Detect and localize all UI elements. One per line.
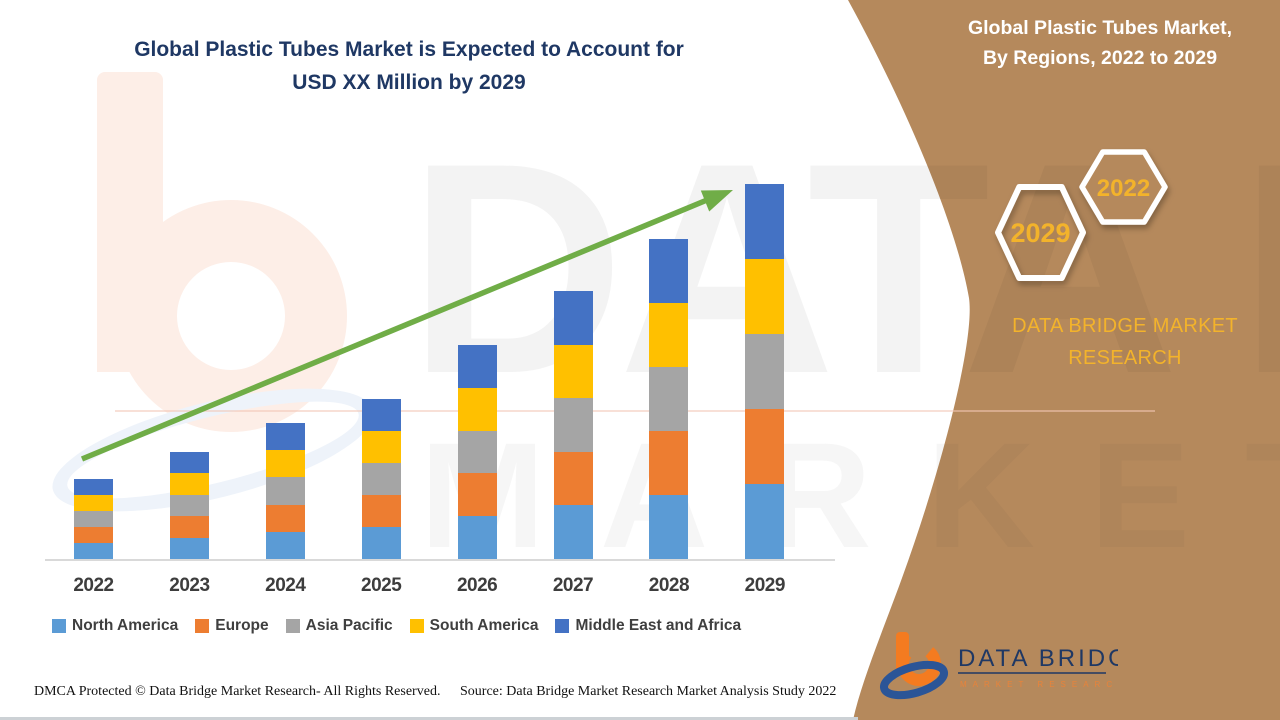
chart-title-line2: USD XX Million by 2029 bbox=[292, 70, 526, 94]
x-axis-label-2025: 2025 bbox=[361, 575, 402, 596]
footer-dmca-text: DMCA Protected © Data Bridge Market Rese… bbox=[34, 684, 441, 699]
legend-label: Europe bbox=[215, 617, 269, 634]
legend-item-asia-pacific: Asia Pacific bbox=[285, 617, 393, 635]
bar-segment-south-america bbox=[553, 344, 593, 399]
sidebar-brand-text: DATA BRIDGE MARKET RESEARCH bbox=[955, 310, 1280, 374]
chart-title: Global Plastic Tubes Market is Expected … bbox=[40, 34, 778, 99]
bar-segment-asia-pacific bbox=[457, 430, 497, 474]
legend-swatch-icon bbox=[285, 619, 300, 633]
legend-item-europe: Europe bbox=[195, 617, 269, 635]
bar-segment-asia-pacific bbox=[649, 367, 689, 431]
x-axis-label-2028: 2028 bbox=[648, 575, 690, 596]
bar-segment-north-america bbox=[169, 537, 209, 559]
bar-2027 bbox=[553, 291, 593, 559]
x-axis-label-2027: 2027 bbox=[552, 575, 594, 596]
sidebar-heading-line2: By Regions, 2022 to 2029 bbox=[982, 47, 1218, 70]
legend-swatch-icon bbox=[409, 619, 424, 633]
x-axis-label-2022: 2022 bbox=[73, 575, 114, 596]
legend-swatch-icon bbox=[195, 619, 210, 633]
legend-label: Middle East and Africa bbox=[575, 617, 742, 634]
bar-segment-north-america bbox=[553, 505, 593, 559]
bar-segment-europe bbox=[169, 516, 209, 538]
hexagon-2022-label: 2022 bbox=[1097, 175, 1150, 202]
bar-segment-europe bbox=[553, 451, 593, 506]
bar-segment-south-america bbox=[169, 473, 209, 495]
bar-segment-north-america bbox=[74, 543, 113, 559]
bar-segment-europe bbox=[457, 473, 497, 517]
year-hexagons: 2029 2022 bbox=[995, 149, 1168, 281]
bar-segment-europe bbox=[745, 409, 785, 484]
legend-item-south-america: South America bbox=[409, 617, 539, 635]
logo-name: DATA BRIDGE bbox=[958, 645, 1118, 672]
bar-segment-south-america bbox=[745, 259, 785, 334]
bar-segment-europe bbox=[265, 504, 305, 532]
bar-2028 bbox=[649, 239, 689, 559]
logo-b-bowl-icon bbox=[897, 642, 941, 686]
bar-segment-south-america bbox=[74, 495, 113, 511]
bar-segment-europe bbox=[361, 495, 401, 527]
bar-segment-middle-east-and-africa bbox=[457, 345, 497, 388]
bar-segment-europe bbox=[649, 431, 689, 495]
x-axis-label-2024: 2024 bbox=[265, 575, 306, 596]
sidebar-brand-line2: RESEARCH bbox=[1068, 347, 1182, 369]
legend-label: South America bbox=[429, 617, 539, 634]
legend-swatch-icon bbox=[52, 619, 66, 633]
hexagon-2029 bbox=[995, 184, 1086, 281]
legend-label: Asia Pacific bbox=[305, 617, 393, 634]
x-axis-label-2023: 2023 bbox=[169, 575, 210, 596]
bar-segment-north-america bbox=[361, 527, 401, 559]
hexagon-2029-label: 2029 bbox=[1010, 218, 1070, 248]
bar-segment-north-america bbox=[745, 484, 785, 559]
chart-legend: North America Europe Asia Pacific South Ame… bbox=[52, 617, 741, 635]
bar-segment-middle-east-and-africa bbox=[361, 399, 401, 431]
sidebar-heading: Global Plastic Tubes Market, By Regions,… bbox=[930, 13, 1270, 73]
bar-segment-south-america bbox=[265, 450, 305, 478]
sidebar-brand-line1: DATA BRIDGE MARKET bbox=[1012, 315, 1238, 337]
bar-2025 bbox=[361, 399, 401, 559]
x-axis-line bbox=[45, 559, 835, 561]
sidebar-heading-line1: Global Plastic Tubes Market, bbox=[967, 17, 1233, 39]
logo-tagline: MARKET RESEARCH bbox=[960, 680, 1118, 689]
bar-segment-middle-east-and-africa bbox=[745, 184, 785, 259]
bar-2023 bbox=[169, 452, 209, 559]
bar-segment-asia-pacific bbox=[745, 334, 785, 409]
hexagon-2022 bbox=[1079, 149, 1168, 225]
bar-segment-north-america bbox=[457, 516, 497, 559]
footer-source-text: Source: Data Bridge Market Research Mark… bbox=[460, 684, 837, 699]
bar-segment-europe bbox=[74, 527, 113, 543]
bar-2026 bbox=[457, 345, 497, 559]
bar-segment-middle-east-and-africa bbox=[169, 452, 209, 474]
data-bridge-logo: DATA BRIDGE MARKET RESEARCH bbox=[879, 632, 1118, 700]
legend-item-middle-east-and-africa: Middle East and Africa bbox=[555, 617, 741, 635]
bottom-border-line bbox=[0, 717, 858, 720]
bar-segment-asia-pacific bbox=[265, 477, 305, 505]
legend-item-north-america: North America bbox=[52, 617, 178, 635]
bar-segment-south-america bbox=[457, 387, 497, 431]
x-axis-label-2029: 2029 bbox=[744, 575, 786, 596]
bar-segment-asia-pacific bbox=[169, 494, 209, 517]
bar-segment-south-america bbox=[649, 303, 689, 367]
legend-swatch-icon bbox=[555, 619, 570, 633]
bar-segment-north-america bbox=[265, 531, 305, 559]
bar-2029 bbox=[745, 184, 785, 559]
bar-2022 bbox=[74, 479, 113, 559]
bar-segment-middle-east-and-africa bbox=[74, 479, 113, 495]
bar-segment-middle-east-and-africa bbox=[265, 423, 305, 451]
bar-segment-asia-pacific bbox=[74, 511, 113, 527]
bar-segment-asia-pacific bbox=[553, 398, 593, 452]
bar-2024 bbox=[265, 423, 305, 559]
x-axis-label-2026: 2026 bbox=[456, 575, 498, 596]
bar-segment-middle-east-and-africa bbox=[649, 239, 689, 303]
chart-title-line1: Global Plastic Tubes Market is Expected … bbox=[134, 38, 684, 61]
bar-segment-asia-pacific bbox=[361, 463, 401, 495]
bar-segment-south-america bbox=[361, 431, 401, 463]
bar-segment-north-america bbox=[649, 495, 689, 559]
legend-label: North America bbox=[72, 617, 179, 634]
logo-d-swoosh-icon bbox=[879, 660, 949, 700]
bar-segment-middle-east-and-africa bbox=[553, 291, 593, 345]
